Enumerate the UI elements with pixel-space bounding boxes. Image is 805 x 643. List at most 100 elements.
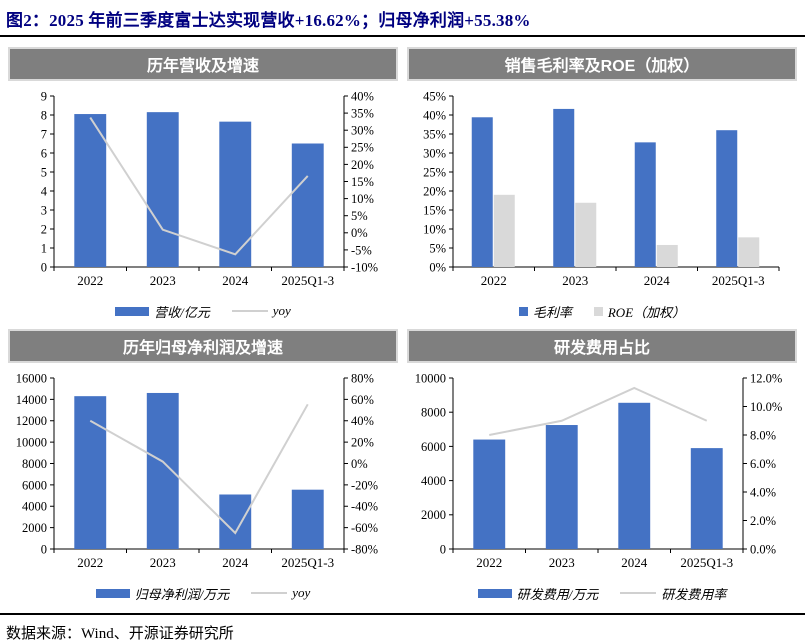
bar [146,392,179,549]
y-tick-label-right: 2.0% [750,514,776,528]
legend-item: 研发费用/万元 [477,584,599,603]
legend-line-swatch [231,310,268,312]
rnd-ratio-chart: 0 2000 4000 6000 8000 10000 0.0% 2.0% 4.0% 6.0% 8.… [407,371,797,603]
legend-item: ROE（加权） [593,302,685,321]
charts-grid: 历年营收及增速 0 1 2 3 4 5 6 7 8 9 -10% -5% 0% 5% 10% 15% 20% 25… [0,47,805,603]
y-tick-label-left: 40% [423,108,446,122]
yoy-line [89,403,309,535]
legend-item: 研发费用率 [620,584,726,603]
yoy-line [89,117,309,256]
x-category-label: 2024 [644,273,671,288]
y-tick-label-right: 20% [351,436,374,450]
bar-1 [656,244,678,267]
y-tick-label-left: 5 [41,165,47,179]
y-tick-label-left: 12000 [16,414,47,428]
chart-legend: 营收/亿元 yoy [8,301,398,321]
margin-roe-chart: 0% 5% 10% 15% 20% 25% 30% 35% 40% 45% 2022 2023 2024… [407,89,797,321]
legend-label: yoy [272,303,291,318]
y-tick-label-right: 35% [351,106,374,120]
chart-legend: 毛利率 ROE（加权） [407,301,797,321]
bar [219,121,252,268]
y-tick-label-right: 60% [351,393,374,407]
legend-line-swatch [251,592,288,594]
y-tick-label-left: 16000 [16,371,47,385]
x-category-label: 2022 [476,555,502,570]
panel-revenue-growth: 历年营收及增速 0 1 2 3 4 5 6 7 8 9 -10% -5% 0% 5% 10% 15% 20% 25… [8,47,398,321]
legend-item: 营收/亿元 [115,302,210,321]
bar-0 [634,142,656,267]
y-tick-label-left: 25% [423,165,446,179]
legend-bar-swatch [593,306,603,316]
bar [690,448,723,549]
panel-netprofit-growth-header: 历年归母净利润及增速 [8,329,398,363]
y-tick-label-left: 6000 [421,440,446,454]
legend-item: yoy [231,303,291,319]
y-tick-label-right: 15% [351,175,374,189]
x-category-label: 2025Q1-3 [281,555,334,570]
legend-item: 归母净利润/万元 [95,584,230,603]
y-tick-label-left: 4 [41,184,48,198]
panel-netprofit-growth: 历年归母净利润及增速 0 2000 4000 6000 8000 10000 12000 14… [8,329,398,603]
y-tick-label-right: -40% [351,500,378,514]
x-category-label: 2025Q1-3 [281,273,334,288]
legend-label: 毛利率 [532,304,572,320]
y-tick-label-right: 40% [351,89,374,103]
y-tick-label-left: 0% [429,260,446,274]
legend-label: 营收/亿元 [154,304,210,320]
y-tick-label-left: 4000 [22,500,47,514]
x-category-label: 2023 [549,555,575,570]
bar [473,439,506,549]
y-tick-label-left: 10000 [415,371,446,385]
x-category-label: 2025Q1-3 [712,273,765,288]
bar-1 [575,202,597,267]
y-tick-label-right: 0% [351,457,368,471]
legend-bar-swatch [518,306,528,316]
legend-label: 研发费用/万元 [516,586,599,602]
y-tick-label-right: 8.0% [750,428,776,442]
y-tick-label-left: 9 [41,89,47,103]
y-tick-label-left: 30% [423,146,446,160]
y-tick-label-left: 10000 [16,436,47,450]
chart-canvas: 0 2000 4000 6000 8000 10000 0.0% 2.0% 4.0% 6.0% 8.… [415,371,783,570]
report-figure-page: { "figure": { "title": "图2：2025 年前三季度富士达… [0,11,805,642]
legend-bar-swatch [115,306,150,316]
x-category-label: 2022 [481,273,507,288]
y-tick-label-left: 4000 [421,474,446,488]
legend-label: 研发费用率 [661,586,727,602]
y-tick-label-right: 6.0% [750,457,776,471]
bar [291,489,324,549]
y-tick-label-right: 10% [351,192,374,206]
chart-legend: 研发费用/万元 研发费用率 [407,583,797,603]
x-category-label: 2022 [77,555,103,570]
x-category-label: 2022 [77,273,103,288]
y-tick-label-right: 10.0% [750,400,782,414]
panel-margin-roe: 销售毛利率及ROE（加权） 0% 5% 10% 15% 20% 25% 30% 35% 40% 4… [407,47,797,321]
bar-0 [716,130,738,267]
y-tick-label-right: 0% [351,226,368,240]
y-tick-label-left: 7 [41,127,47,141]
y-tick-label-right: 0.0% [750,542,776,556]
y-tick-label-left: 10% [423,222,446,236]
chart-canvas: 0% 5% 10% 15% 20% 25% 30% 35% 40% 45% 2022 2023 2024… [423,89,780,288]
x-category-label: 2024 [222,273,249,288]
y-tick-label-left: 0 [440,542,446,556]
legend-label: yoy [292,585,311,600]
y-tick-label-right: -20% [351,478,378,492]
legend-label: 归母净利润/万元 [134,586,230,602]
y-tick-label-right: -60% [351,521,378,535]
legend-item: yoy [251,585,310,601]
y-tick-label-left: 6000 [22,478,47,492]
y-tick-label-left: 8000 [421,406,446,420]
x-category-label: 2024 [621,555,648,570]
bar [618,402,651,549]
bar [74,396,107,549]
y-tick-label-right: -5% [351,243,372,257]
chart-canvas: 0 2000 4000 6000 8000 10000 12000 14000 16000 -80… [16,371,378,570]
y-tick-label-left: 3 [41,203,47,217]
x-category-label: 2025Q1-3 [680,555,733,570]
y-tick-label-left: 0 [41,542,47,556]
y-tick-label-left: 15% [423,203,446,217]
yoy-line [489,386,708,436]
y-tick-label-right: -80% [351,542,378,556]
y-tick-label-left: 14000 [16,393,47,407]
